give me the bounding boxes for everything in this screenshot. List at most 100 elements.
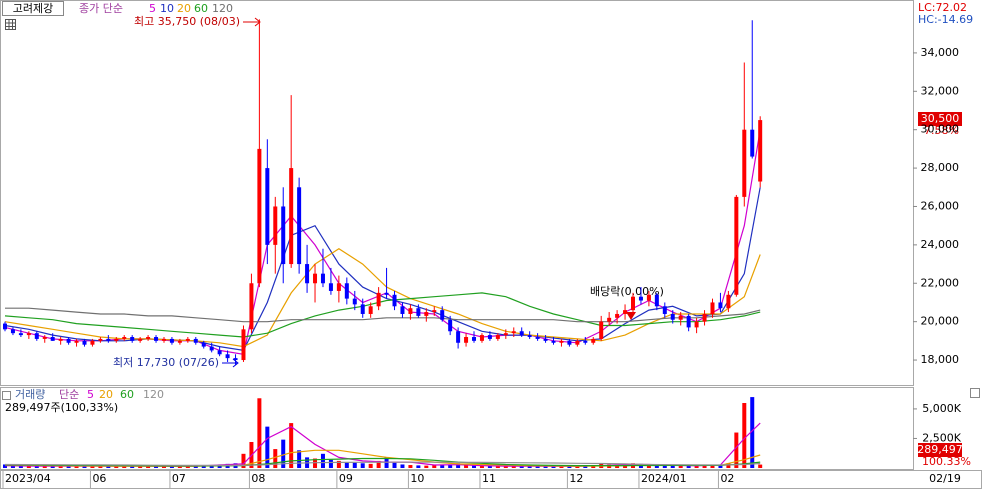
volume-bar	[670, 465, 675, 468]
candle-body	[686, 315, 691, 328]
candle-body	[559, 340, 564, 343]
volume-legend-entry: 60	[120, 388, 134, 401]
volume-bar	[567, 466, 572, 468]
x-tick-label: 2023/04	[5, 472, 51, 485]
volume-bar	[495, 466, 500, 468]
volume-bar	[392, 462, 397, 468]
grid-icon[interactable]	[5, 19, 16, 30]
candle-body	[758, 120, 763, 182]
candle-body	[328, 283, 333, 291]
candle-body	[58, 338, 63, 341]
candle-body	[495, 335, 500, 339]
volume-bar	[654, 465, 659, 468]
candle-body	[281, 206, 286, 265]
volume-bar	[678, 465, 683, 468]
legend-entry: 60	[194, 2, 208, 15]
volume-bar	[376, 460, 381, 468]
candle-body	[638, 296, 643, 301]
candle-body	[615, 313, 620, 318]
collapse-button[interactable]	[970, 388, 980, 398]
x-tick-label: 12	[569, 472, 583, 485]
volume-label: 거래량	[15, 388, 45, 401]
candle-body	[464, 337, 469, 343]
price-tag-box	[918, 112, 962, 126]
candle-body	[583, 340, 588, 343]
volume-bar	[34, 465, 39, 468]
volume-bar	[297, 450, 302, 468]
candle-body	[535, 337, 540, 339]
candle-body	[631, 296, 636, 311]
candle-body	[654, 294, 659, 307]
volume-bar	[551, 466, 556, 468]
volume-bar	[758, 464, 763, 468]
volume-bar	[479, 465, 484, 468]
date-label: 02/19	[929, 472, 961, 485]
candle-body	[98, 338, 103, 341]
volume-bar	[90, 466, 95, 468]
dividend-arrow	[626, 312, 636, 320]
high-arrow	[243, 17, 261, 27]
volume-bar	[265, 426, 270, 468]
candle-body	[702, 313, 707, 322]
candle-body	[10, 329, 15, 334]
y-tick-label: 18,000	[921, 353, 960, 366]
volume-bar	[440, 465, 445, 468]
candle-body	[225, 354, 230, 359]
volume-bar	[257, 398, 262, 468]
candle-body	[368, 306, 373, 314]
candle-body	[519, 331, 524, 336]
volume-bar	[82, 465, 87, 468]
volume-bar	[559, 466, 564, 468]
candle-body	[487, 335, 492, 339]
y-tick-label: 26,000	[921, 199, 960, 212]
low-arrow	[222, 358, 239, 368]
ma-line	[4, 292, 761, 338]
x-tick-label: 02	[720, 472, 734, 485]
volume-pane	[0, 387, 914, 470]
candle-body	[400, 306, 405, 314]
volume-bar	[591, 466, 596, 468]
candle-body	[161, 338, 166, 341]
volume-bar	[320, 453, 325, 468]
volume-bar	[289, 423, 294, 468]
volume-bar	[456, 463, 461, 468]
candle-body	[42, 337, 47, 339]
volume-bar	[535, 466, 540, 468]
symbol-box[interactable]	[2, 1, 64, 16]
candle-body	[154, 337, 159, 341]
volume-bar	[686, 465, 691, 468]
x-tick-label: 2024/01	[641, 472, 687, 485]
volume-bar	[336, 460, 341, 468]
price-tag: 30,500	[921, 112, 960, 125]
volume-bar	[66, 466, 71, 468]
candle-body	[193, 338, 198, 343]
volume-tag: 289,497	[917, 443, 963, 456]
volume-bar	[58, 465, 63, 468]
candle-body	[257, 148, 262, 284]
volume-bar	[273, 449, 278, 468]
volume-pct-tag: 100.33%	[922, 455, 971, 468]
volume-bar	[511, 465, 516, 468]
y-tick-label: 34,000	[921, 46, 960, 59]
volume-bar	[241, 453, 246, 468]
volume-icon[interactable]	[2, 391, 11, 400]
y-tick-label: 22,000	[921, 276, 960, 289]
volume-bar	[583, 466, 588, 468]
candle-body	[392, 294, 397, 307]
volume-info: 289,497주(100,33%)	[5, 401, 118, 414]
candle-body	[360, 304, 365, 314]
volume-bar	[201, 465, 206, 468]
candle-body	[567, 340, 572, 345]
volume-bar	[352, 462, 357, 468]
volume-bar	[106, 466, 111, 468]
volume-y-tick-label: 2,500K	[922, 431, 961, 444]
candle-body	[376, 292, 381, 307]
candle-body	[313, 273, 318, 284]
volume-bar	[130, 466, 135, 468]
volume-bar	[161, 466, 166, 468]
candle-body	[734, 196, 739, 295]
volume-bar	[543, 466, 548, 468]
volume-bar	[114, 466, 119, 468]
